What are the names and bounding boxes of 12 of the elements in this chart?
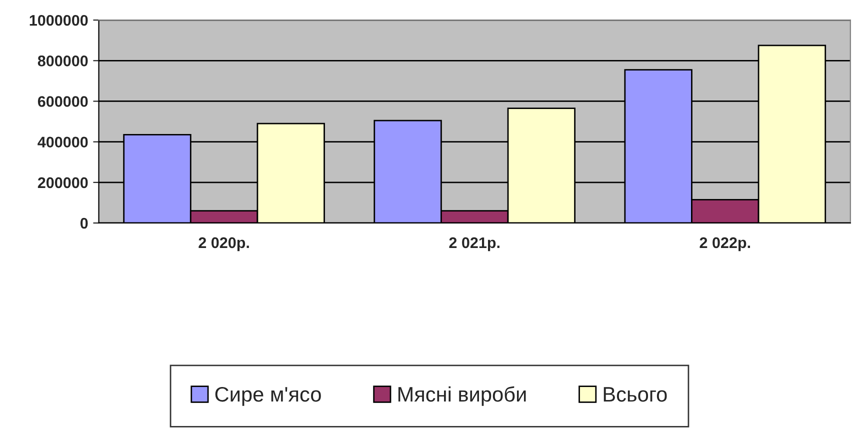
- y-tick-label: 1000000: [30, 14, 88, 26]
- y-tick-label: 600000: [38, 96, 88, 107]
- legend-label: Всього: [604, 387, 667, 402]
- y-tick-label: 800000: [38, 56, 88, 66]
- y-tick-label: 0: [80, 218, 88, 229]
- x-tick-label: 2 021р.: [449, 237, 500, 252]
- legend-label: Мясні вироби: [398, 386, 526, 406]
- x-tick-label: 2 022р.: [700, 237, 750, 252]
- legend-label: Сире м'ясо: [215, 386, 321, 406]
- y-tick-label: 400000: [38, 136, 88, 148]
- y-tick-label: 200000: [38, 177, 88, 188]
- x-tick-label: 2 020р.: [198, 237, 249, 252]
